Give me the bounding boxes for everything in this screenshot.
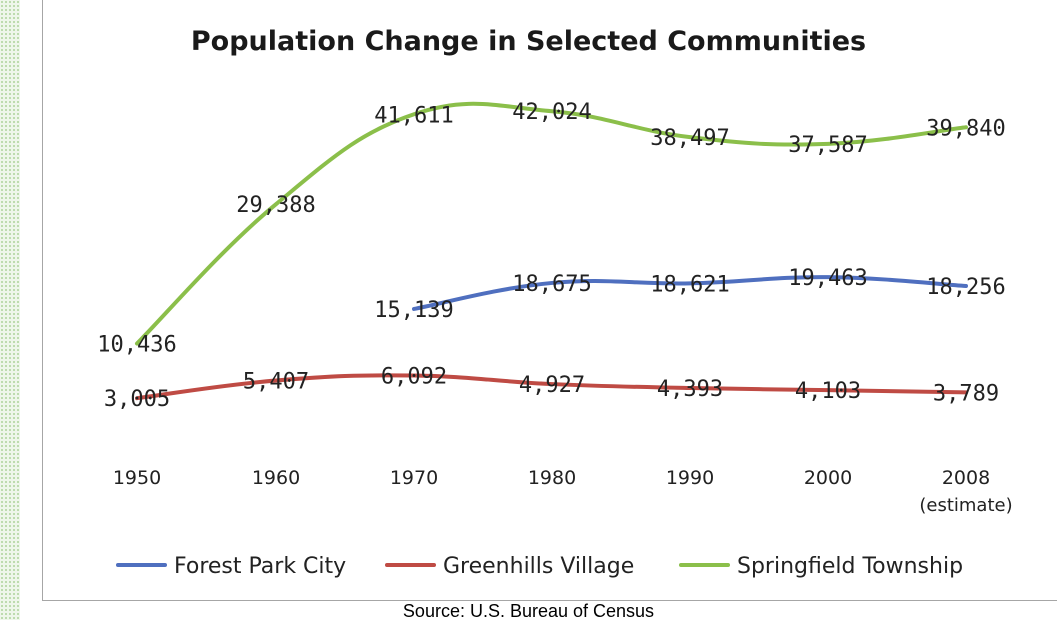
data-label: 29,388	[236, 193, 315, 218]
data-label: 39,840	[926, 116, 1005, 141]
series-line-greenhills-village	[135, 373, 968, 401]
data-label: 38,497	[650, 126, 729, 151]
x-tick-label: 1990	[666, 467, 714, 489]
data-label: 42,024	[512, 100, 591, 125]
x-tick-label: 2000	[804, 467, 852, 489]
data-label: 15,139	[374, 298, 453, 323]
series-line-forest-park-city	[412, 275, 968, 311]
data-label: 3,789	[933, 381, 999, 406]
background-pattern-strip	[0, 0, 20, 620]
x-tick-label: 1960	[252, 467, 300, 489]
x-tick-label: 1970	[390, 467, 438, 489]
source-note: Source: U.S. Bureau of Census	[402, 601, 655, 621]
x-tick-label: 1950	[113, 467, 161, 489]
data-label: 37,587	[788, 133, 867, 158]
chart-title: Population Change in Selected Communitie…	[190, 26, 867, 57]
data-label: 4,103	[795, 379, 861, 404]
legend-label: Forest Park City	[174, 554, 346, 579]
data-label: 41,611	[374, 103, 453, 128]
data-label: 18,256	[926, 275, 1005, 300]
chart-area	[42, 0, 1057, 601]
data-label: 5,407	[243, 370, 309, 395]
legend-label: Greenhills Village	[443, 554, 634, 579]
x-tick-label: 1980	[528, 467, 576, 489]
x-tick-note: (estimate)	[919, 495, 1012, 516]
data-label: 19,463	[788, 266, 867, 291]
data-label: 4,927	[519, 373, 585, 398]
data-label: 3,005	[104, 387, 170, 412]
x-tick-label: 2008	[942, 467, 990, 489]
data-label: 4,393	[657, 377, 723, 402]
data-label: 18,675	[512, 272, 591, 297]
data-label: 18,621	[650, 272, 729, 297]
data-label: 10,436	[97, 333, 176, 358]
series-line-springfield-township	[135, 101, 968, 346]
data-label: 6,092	[381, 364, 447, 389]
legend-label: Springfield Township	[737, 554, 963, 579]
